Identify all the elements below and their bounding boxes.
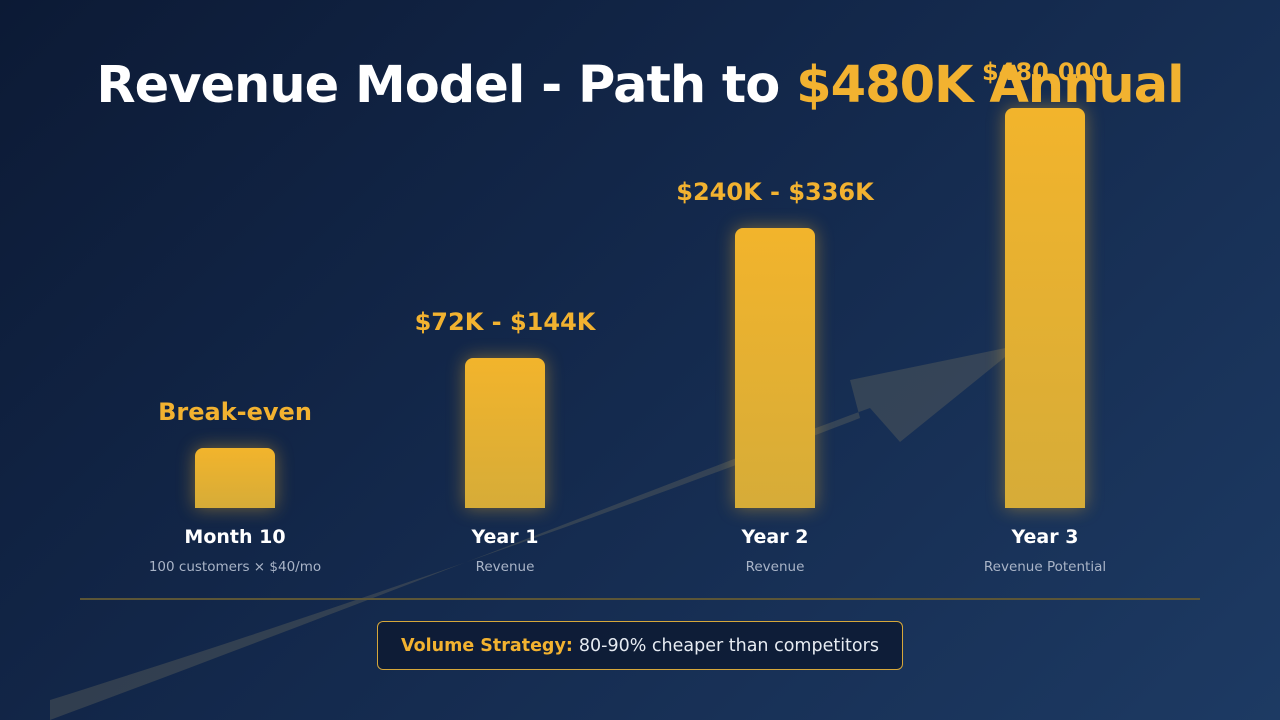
bar-4 xyxy=(1005,108,1085,508)
category-label: Year 2 xyxy=(741,526,809,548)
title-main: Revenue Model - Path to xyxy=(96,56,797,115)
category-subtitle: 100 customers × $40/mo xyxy=(148,559,322,575)
category-label: Month 10 xyxy=(184,526,286,548)
bar-value-label: $480,000 xyxy=(981,58,1108,86)
bar-2 xyxy=(465,358,545,508)
category-subtitle: Revenue xyxy=(745,559,805,575)
strategy-text: 80-90% cheaper than competitors xyxy=(578,635,879,656)
category-subtitle: Revenue xyxy=(475,559,535,575)
category-label: Year 1 xyxy=(471,526,539,548)
bar-value-label: $240K - $336K xyxy=(676,178,874,206)
category-subtitle: Revenue Potential xyxy=(983,559,1107,575)
title-accent: $480K Annual xyxy=(796,56,1185,115)
bar-value-label: Break-even xyxy=(158,398,312,426)
strategy-key: Volume Strategy: xyxy=(401,635,573,656)
bar-3 xyxy=(735,228,815,508)
bar-1 xyxy=(195,448,275,508)
divider xyxy=(80,598,1200,600)
bar-value-label: $72K - $144K xyxy=(414,308,596,336)
strategy-callout: Volume Strategy: 80-90% cheaper than com… xyxy=(377,621,903,670)
category-label: Year 3 xyxy=(1011,526,1079,548)
page-title: Revenue Model - Path to $480K Annual xyxy=(0,56,1280,115)
